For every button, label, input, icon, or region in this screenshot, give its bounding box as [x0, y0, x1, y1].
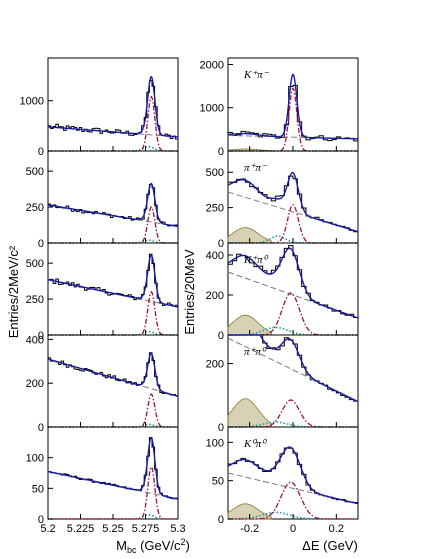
panel-channel-label: K⁰π⁰	[243, 438, 267, 450]
y-tick-label: 0	[218, 238, 224, 250]
y-tick-label: 0	[38, 422, 44, 434]
y-tick-label: 200	[206, 290, 224, 302]
x-tick-label: 5.275	[132, 523, 160, 535]
y-tick-label: 200	[206, 359, 224, 371]
y-tick-label: 50	[32, 483, 44, 495]
signal-curve	[48, 95, 178, 152]
y-tick-label: 50	[212, 476, 224, 488]
y-tick-label: 500	[26, 166, 44, 178]
y-tick-label: 400	[26, 334, 44, 346]
y-tick-label: 100	[26, 453, 44, 465]
panel-frame	[47, 150, 179, 244]
data-histogram	[228, 84, 358, 142]
y-tick-label: 500	[26, 258, 44, 270]
total-fit-curve	[47, 182, 179, 228]
right-y-axis-label: Entries/20MeV	[182, 249, 197, 335]
y-tick-label: 0	[218, 422, 224, 434]
x-tick-label: 0	[290, 523, 296, 535]
total-fit-curve	[47, 254, 179, 308]
y-tick-label: 250	[206, 203, 224, 215]
y-tick-label: 400	[206, 250, 224, 262]
x-tick-label: -0.2	[240, 523, 259, 535]
panel-channel-label: K⁺π⁰	[243, 254, 269, 266]
data-histogram	[48, 352, 178, 396]
panel-frame	[47, 426, 179, 520]
y-tick-label: 0	[218, 514, 224, 526]
y-tick-label: 250	[26, 294, 44, 306]
panel-frame	[47, 57, 179, 152]
left-x-axis-label: Mbc (GeV/c2)	[116, 537, 190, 555]
total-fit-curve	[47, 436, 179, 500]
x-tick-label: 5.225	[67, 523, 95, 535]
total-fit-curve	[228, 334, 359, 403]
y-tick-label: 1000	[200, 103, 224, 115]
total-fit-curve	[227, 171, 359, 233]
y-tick-label: 0	[38, 330, 44, 342]
x-tick-label: 5.3	[170, 523, 185, 535]
right-x-axis-label: ΔE (GeV)	[302, 538, 358, 553]
y-tick-label: 2000	[200, 59, 224, 71]
y-tick-label: 0	[38, 146, 44, 158]
y-tick-label: 500	[206, 167, 224, 179]
y-tick-label: 0	[218, 146, 224, 158]
total-fit-curve	[227, 73, 359, 140]
y-tick-label: 200	[26, 378, 44, 390]
total-fit-curve	[47, 352, 179, 398]
peaking-background-area	[227, 314, 272, 336]
peaking-background-area	[227, 227, 272, 244]
y-tick-label: 0	[38, 514, 44, 526]
y-tick-label: 0	[38, 238, 44, 250]
x-tick-label: 0.2	[329, 523, 344, 535]
data-histogram	[228, 447, 358, 504]
signal-curve	[228, 87, 358, 152]
panel-channel-label: π⁺π⁰	[244, 346, 267, 358]
total-fit-curve	[227, 247, 359, 319]
total-fit-curve	[227, 446, 359, 505]
signal-curve	[48, 206, 178, 244]
peaking-background-area	[227, 398, 272, 428]
panel-channel-label: π⁺π⁻	[244, 162, 268, 174]
y-tick-label: 0	[218, 330, 224, 342]
x-tick-label: 5.25	[102, 523, 123, 535]
data-histogram	[228, 175, 358, 233]
panel-frame	[47, 334, 179, 428]
y-tick-label: 250	[26, 202, 44, 214]
left-y-axis-label: Entries/2MeV/c²	[6, 245, 21, 338]
x-tick-label: 5.2	[40, 523, 55, 535]
y-tick-label: 100	[206, 437, 224, 449]
panel-channel-label: K⁺π⁻	[243, 69, 270, 81]
y-tick-label: 1000	[20, 96, 44, 108]
total-fit-curve	[47, 75, 179, 138]
data-histogram	[228, 334, 358, 402]
panel-frame	[47, 242, 179, 336]
